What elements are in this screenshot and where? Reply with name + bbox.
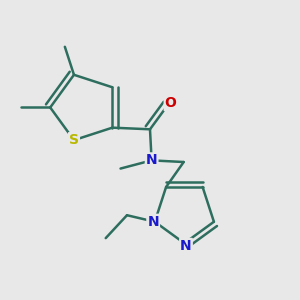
- Text: N: N: [180, 239, 192, 253]
- Text: N: N: [146, 153, 158, 167]
- Text: S: S: [69, 133, 79, 147]
- Text: N: N: [147, 215, 159, 229]
- Text: O: O: [165, 96, 176, 110]
